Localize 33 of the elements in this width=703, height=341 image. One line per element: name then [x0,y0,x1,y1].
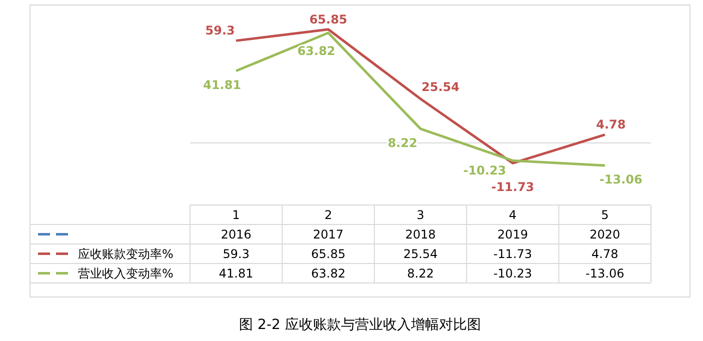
data-label: 65.85 [309,12,348,26]
text: 65.85 [311,246,346,261]
text: 2017 [313,227,344,242]
data-label: 41.81 [203,78,242,92]
x-tick-label: 1 [232,208,240,222]
data-label: 8.22 [388,136,418,150]
text: 4.78 [592,246,618,261]
data-label: -13.06 [599,172,642,186]
text: 2016 [220,227,252,242]
x-tick-label: 2 [324,208,332,222]
text: -13.06 [586,266,624,280]
text: 59.3 [222,246,250,261]
data-label: 59.3 [205,24,235,38]
text: 63.82 [311,266,346,280]
text: 41.81 [218,266,254,280]
x-tick-label: 3 [416,208,424,222]
data-label: -10.23 [463,164,506,178]
legend-label: 营业收入变动率% [78,266,174,280]
text: -11.73 [493,246,532,261]
x-tick-label: 5 [601,208,609,222]
text: 25.54 [403,246,438,261]
text: 2019 [497,227,528,242]
text: -10.23 [493,266,532,280]
text: 2020 [590,227,620,242]
data-label: 4.78 [596,118,626,132]
data-label: -11.73 [491,180,534,194]
x-tick-label: 4 [508,208,517,222]
text: 8.22 [407,266,434,280]
legend-label: 应收账款变动率% [78,246,174,261]
data-label: 25.54 [422,80,460,94]
text: 2018 [405,227,436,242]
text: 图 2-2 应收账款与营业收入增幅对比图 [239,317,481,333]
data-label: 63.82 [297,44,336,58]
